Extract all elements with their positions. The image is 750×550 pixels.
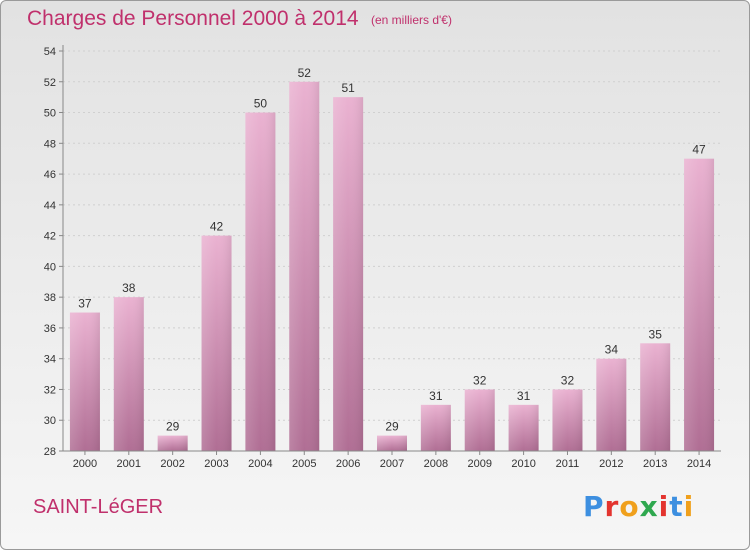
commune-name: SAINT-LéGER bbox=[33, 496, 164, 518]
bar-shine bbox=[508, 404, 539, 451]
logo-letter: x bbox=[639, 490, 659, 523]
bar-shine bbox=[69, 312, 100, 451]
bar-shine bbox=[113, 297, 144, 451]
x-tick-label: 2006 bbox=[336, 458, 360, 470]
x-tick-label: 2000 bbox=[73, 458, 97, 470]
value-label: 52 bbox=[298, 66, 312, 80]
bar-shine bbox=[289, 81, 320, 452]
axes: 28 30 32 34 36 38 40 42 44 46 48 50 52 54 bbox=[44, 45, 721, 458]
bar-shine bbox=[684, 158, 715, 451]
y-tick-label: 48 bbox=[44, 138, 56, 150]
bar-shine bbox=[157, 435, 188, 451]
logo-letter: i bbox=[683, 490, 695, 523]
chart-subtitle: (en milliers d'€) bbox=[371, 13, 452, 27]
logo-letter: t bbox=[669, 490, 684, 523]
bar-shine bbox=[333, 97, 364, 452]
x-tick-label: 2014 bbox=[687, 458, 711, 470]
logo-letter: P bbox=[583, 490, 605, 523]
value-label: 42 bbox=[210, 220, 224, 234]
x-tick-label: 2004 bbox=[248, 458, 272, 470]
value-label: 37 bbox=[78, 297, 92, 311]
bar-shine bbox=[420, 404, 451, 451]
bar-shine bbox=[245, 112, 276, 452]
x-tick-label: 2003 bbox=[204, 458, 228, 470]
y-tick-label: 46 bbox=[44, 169, 56, 181]
y-tick-label: 42 bbox=[44, 231, 56, 243]
x-tick-label: 2009 bbox=[467, 458, 491, 470]
y-tick-label: 32 bbox=[44, 384, 56, 396]
value-label: 31 bbox=[429, 389, 443, 403]
labels: 37 2000 38 2001 29 2002 42 2003 50 2004 52 2005 51 20… bbox=[73, 66, 712, 470]
bar-shine bbox=[464, 389, 495, 451]
bar-shine bbox=[377, 435, 407, 451]
value-label: 29 bbox=[166, 420, 180, 434]
value-label: 35 bbox=[649, 327, 663, 341]
value-label: 47 bbox=[692, 143, 706, 157]
y-tick-label: 38 bbox=[44, 292, 56, 304]
value-label: 31 bbox=[517, 389, 531, 403]
x-tick-label: 2013 bbox=[643, 458, 667, 470]
bars bbox=[69, 81, 715, 452]
value-label: 38 bbox=[122, 281, 136, 295]
value-label: 50 bbox=[254, 97, 268, 111]
y-tick-label: 44 bbox=[44, 200, 56, 212]
x-tick-label: 2010 bbox=[511, 458, 535, 470]
y-tick-label: 40 bbox=[44, 261, 56, 273]
y-tick-label: 30 bbox=[44, 415, 56, 427]
proxiti-logo: Proxiti bbox=[583, 490, 694, 523]
y-tick-label: 34 bbox=[44, 354, 56, 366]
bar-shine bbox=[552, 389, 583, 451]
bar-shine bbox=[596, 358, 627, 451]
x-tick-label: 2005 bbox=[292, 458, 316, 470]
value-label: 34 bbox=[605, 343, 619, 357]
x-tick-label: 2001 bbox=[117, 458, 141, 470]
value-label: 32 bbox=[561, 373, 575, 387]
bar-shine bbox=[201, 235, 232, 451]
x-tick-label: 2011 bbox=[556, 458, 580, 470]
logo-letter: r bbox=[604, 490, 620, 523]
y-tick-label: 50 bbox=[44, 108, 56, 120]
logo-letter: i bbox=[658, 490, 670, 523]
y-tick-label: 52 bbox=[44, 77, 56, 89]
value-label: 29 bbox=[385, 420, 399, 434]
y-tick-label: 36 bbox=[44, 323, 56, 335]
x-tick-label: 2002 bbox=[160, 458, 184, 470]
x-tick-label: 2007 bbox=[380, 458, 404, 470]
x-tick-label: 2012 bbox=[599, 458, 623, 470]
x-tick-label: 2008 bbox=[424, 458, 448, 470]
logo-letter: o bbox=[619, 490, 640, 523]
value-label: 32 bbox=[473, 373, 487, 387]
chart-title: Charges de Personnel 2000 à 2014 bbox=[27, 7, 359, 30]
y-tick-label: 28 bbox=[44, 446, 56, 458]
y-tick-label: 54 bbox=[44, 46, 56, 58]
bar-shine bbox=[640, 343, 671, 451]
value-label: 51 bbox=[341, 81, 355, 95]
